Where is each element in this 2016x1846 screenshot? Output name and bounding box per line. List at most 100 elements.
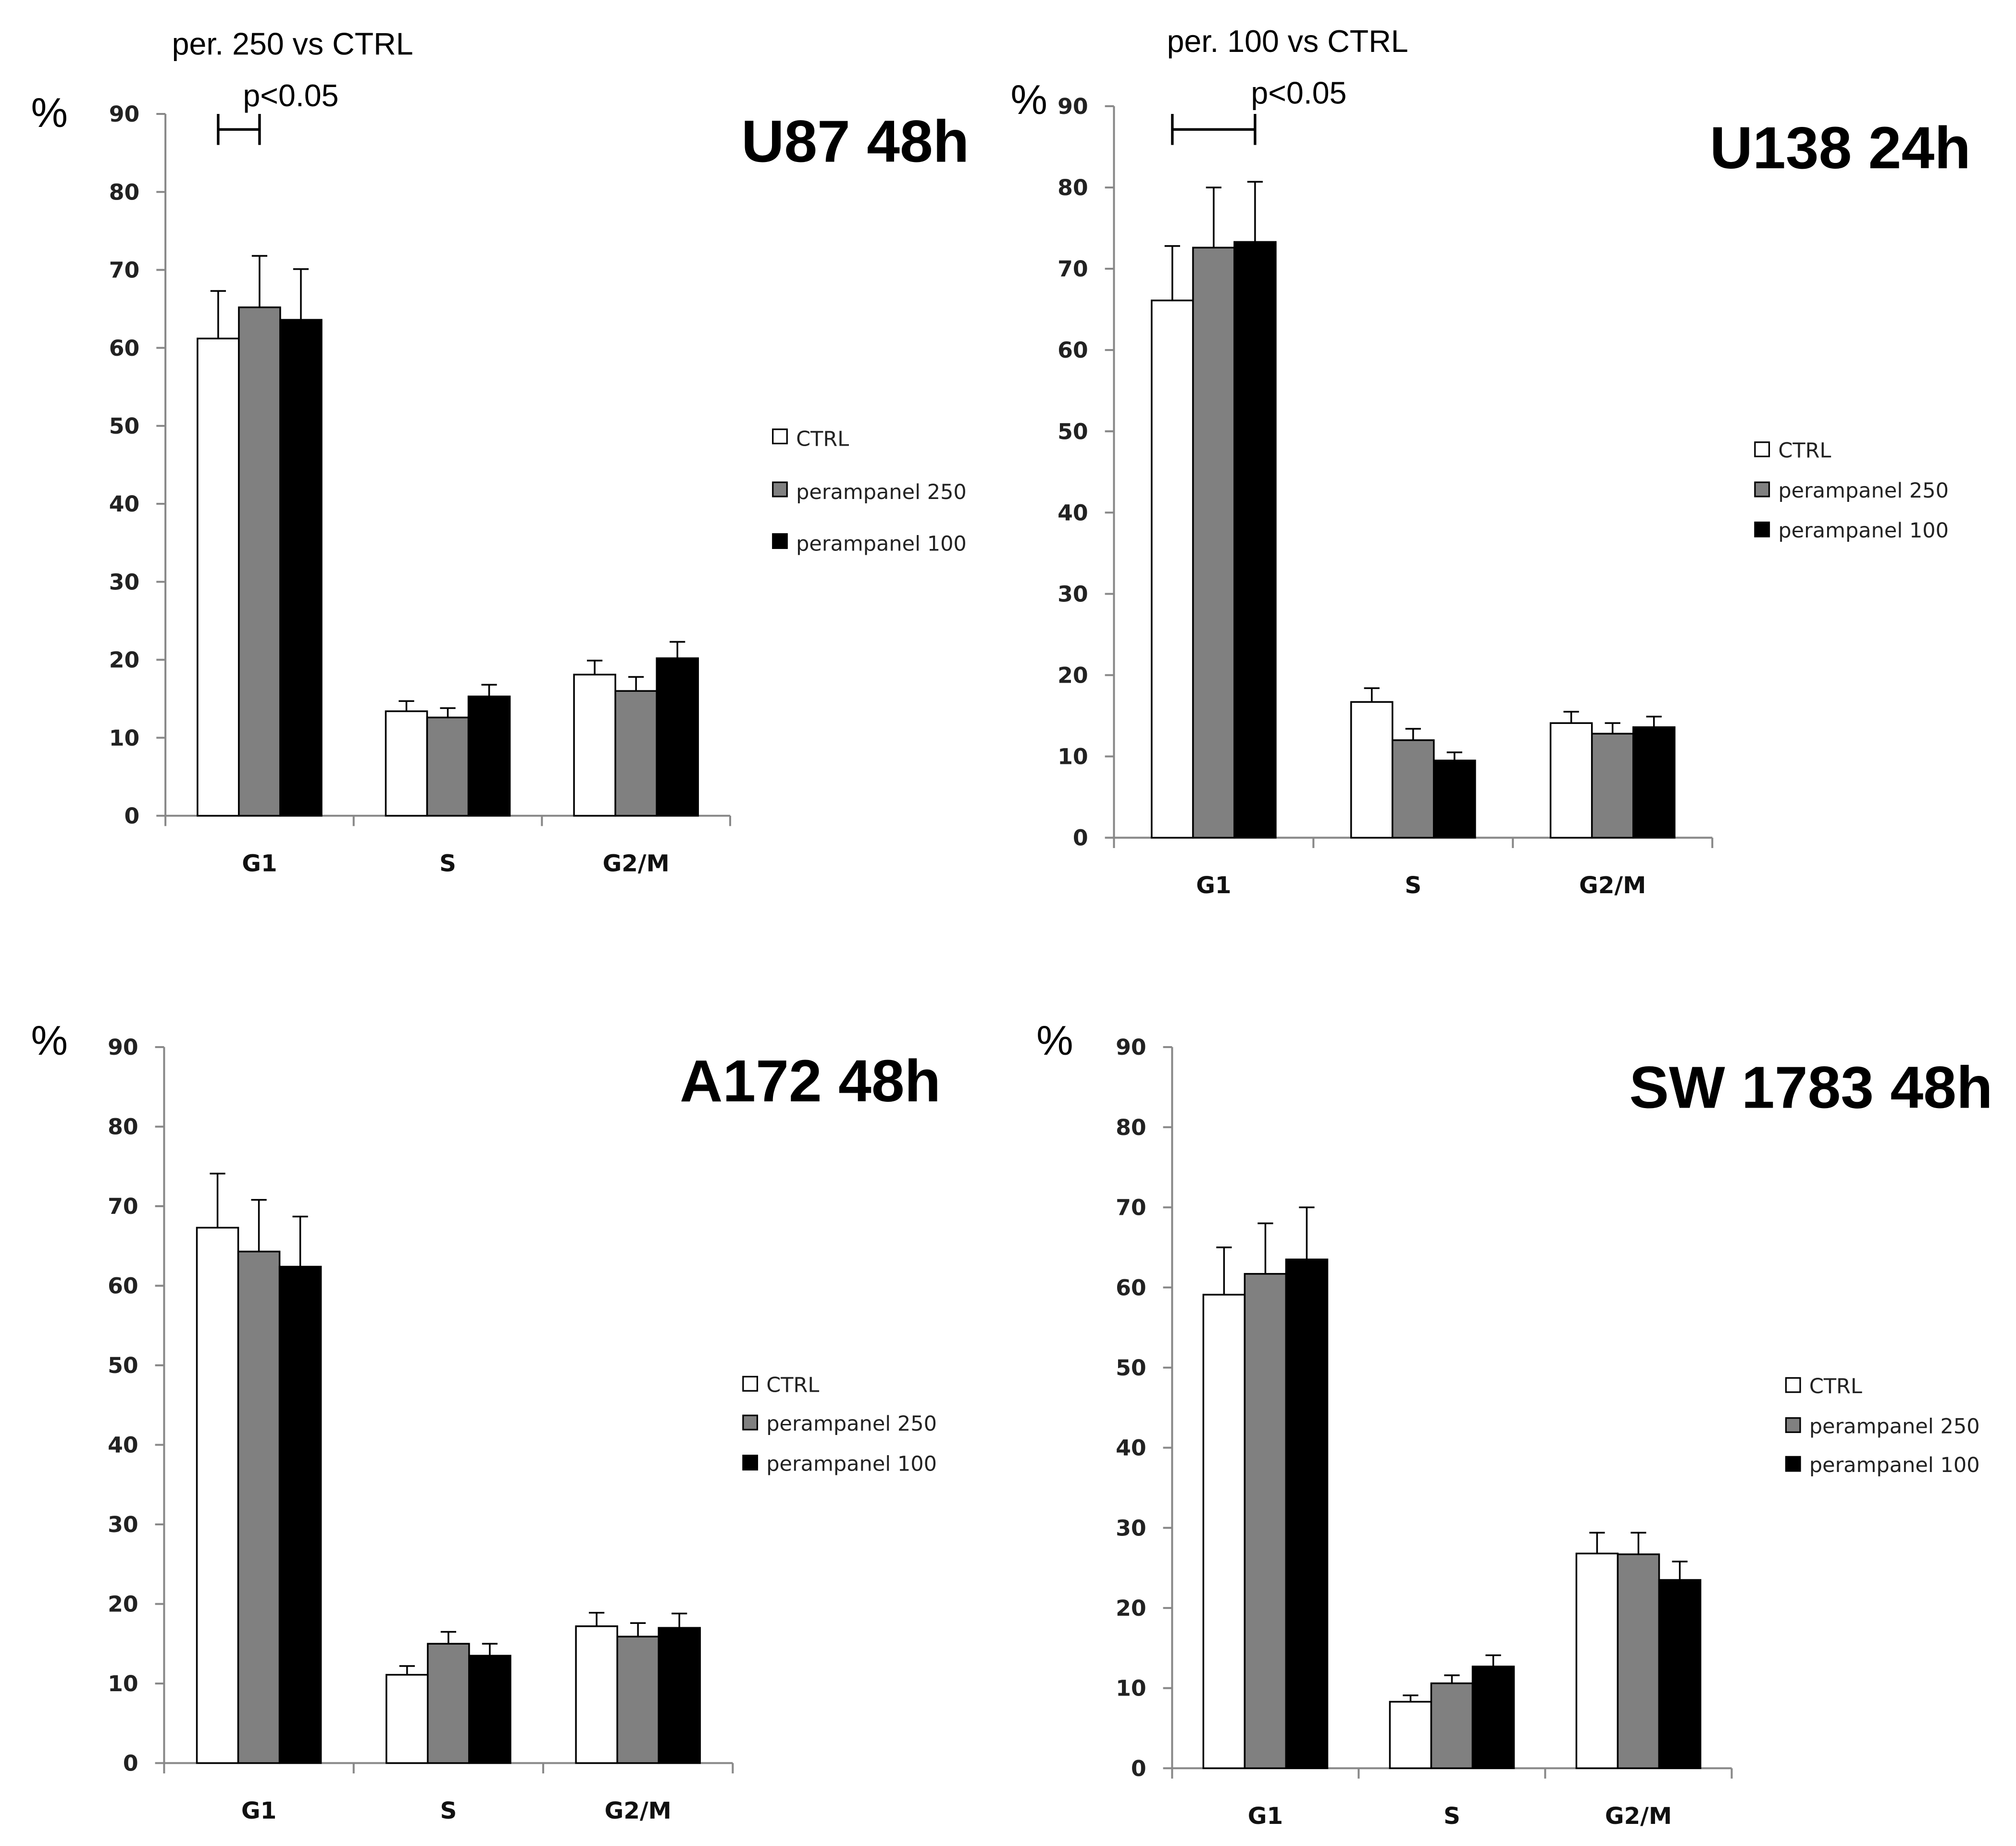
y-axis-label: %	[1036, 1018, 1073, 1064]
y-tick-label: 40	[1058, 500, 1088, 525]
significance-label: p<0.05	[243, 78, 338, 113]
y-tick-label: 60	[109, 336, 140, 361]
y-tick-label: 50	[1058, 419, 1088, 444]
chart-panel: 0 10 20 30 40 50 60 70 80 90 G1 S G2/M% SW 1783 48h CT…	[1036, 1018, 1992, 1830]
y-tick-label: 90	[108, 1035, 138, 1060]
bar	[1389, 1701, 1432, 1770]
bar	[279, 319, 323, 817]
bar	[1471, 1665, 1515, 1770]
legend-label: perampanel 250	[766, 1412, 937, 1436]
bar	[573, 674, 616, 817]
legend-swatch	[742, 1455, 759, 1471]
y-tick-label: 90	[1116, 1035, 1146, 1060]
y-tick-label: 80	[109, 179, 140, 205]
y-tick-label: 40	[108, 1433, 138, 1458]
chart-title: U138 24h	[1710, 115, 1971, 181]
y-axis-label: %	[31, 90, 68, 136]
y-tick-label: 80	[1058, 175, 1088, 200]
bar	[1591, 733, 1634, 839]
x-tick-label: S	[439, 850, 456, 877]
x-tick-label: G1	[1248, 1803, 1283, 1830]
y-tick-label: 70	[1116, 1195, 1146, 1221]
x-tick-label: G1	[242, 850, 277, 877]
y-axis-label: %	[1010, 77, 1047, 123]
bar	[1658, 1579, 1702, 1770]
y-tick-label: 80	[1116, 1115, 1146, 1140]
bar	[658, 1627, 701, 1764]
bar	[427, 1643, 470, 1764]
y-tick-label: 50	[1116, 1355, 1146, 1381]
legend-swatch	[1785, 1377, 1801, 1393]
chart-panel: 0 10 20 30 40 50 60 70 80 90 G1 S G2/M% U87 48h CTRL pe…	[31, 26, 970, 877]
legend-label: perampanel 250	[1809, 1414, 1980, 1438]
comparison-label: per. 100 vs CTRL	[1167, 24, 1408, 59]
x-tick-label: G2/M	[1579, 872, 1646, 899]
bar	[238, 306, 281, 817]
bar	[386, 1674, 429, 1764]
bar	[468, 1655, 511, 1764]
chart-title: A172 48h	[680, 1048, 941, 1114]
legend-label: perampanel 100	[766, 1452, 937, 1476]
y-tick-label: 60	[1058, 337, 1088, 363]
y-tick-label: 10	[1058, 744, 1088, 770]
bar	[1233, 241, 1277, 839]
legend-label: perampanel 100	[796, 532, 967, 556]
bar	[1285, 1259, 1329, 1770]
bar	[1192, 247, 1235, 839]
legend-swatch	[772, 533, 788, 549]
y-tick-label: 20	[108, 1592, 138, 1617]
y-tick-label: 70	[1058, 256, 1088, 282]
bar	[656, 657, 699, 817]
y-tick-label: 10	[109, 725, 140, 751]
chart-panel: 0 10 20 30 40 50 60 70 80 90 G1 S G2/M% U138 24h CTRL p…	[1010, 24, 1971, 899]
y-tick-label: 30	[109, 569, 140, 595]
chart-panel: 0 10 20 30 40 50 60 70 80 90 G1 S G2/M% A172 48h CTRL p…	[31, 1018, 941, 1824]
y-tick-label: 70	[109, 258, 140, 283]
y-tick-label: 10	[108, 1671, 138, 1696]
comparison-label: per. 250 vs CTRL	[172, 26, 413, 61]
legend-swatch	[1785, 1456, 1801, 1472]
y-tick-label: 60	[108, 1273, 138, 1299]
y-tick-label: 20	[1058, 663, 1088, 688]
x-tick-label: S	[1444, 1803, 1460, 1830]
legend-swatch	[1754, 481, 1770, 498]
y-tick-label: 50	[109, 413, 140, 439]
y-axis-label: %	[31, 1018, 68, 1064]
y-tick-label: 40	[1116, 1435, 1146, 1461]
bar	[1151, 299, 1194, 839]
bar	[616, 1635, 660, 1764]
x-tick-label: G2/M	[603, 850, 670, 877]
bar	[1617, 1553, 1660, 1770]
y-tick-label: 90	[109, 101, 140, 127]
y-tick-label: 30	[1058, 581, 1088, 607]
y-tick-label: 20	[1116, 1596, 1146, 1621]
bar	[1392, 739, 1435, 839]
bar	[237, 1250, 281, 1764]
x-tick-label: G2/M	[605, 1797, 672, 1824]
legend-label: CTRL	[1778, 439, 1831, 463]
bar	[426, 716, 470, 817]
y-tick-label: 10	[1116, 1676, 1146, 1701]
y-tick-label: 0	[123, 1751, 138, 1776]
bar	[1433, 760, 1476, 839]
bar	[1202, 1294, 1246, 1770]
bar	[1632, 726, 1676, 839]
bar	[278, 1266, 322, 1764]
y-tick-label: 0	[1073, 825, 1088, 851]
chart-title: SW 1783 48h	[1630, 1054, 1993, 1121]
chart-title: U87 48h	[741, 108, 969, 175]
legend-label: perampanel 250	[1778, 479, 1949, 503]
legend-swatch	[742, 1414, 759, 1431]
y-tick-label: 30	[1116, 1515, 1146, 1541]
bar	[1575, 1552, 1619, 1770]
x-tick-label: G1	[1196, 872, 1231, 899]
legend-swatch	[1785, 1417, 1801, 1433]
y-tick-label: 20	[109, 648, 140, 673]
y-tick-label: 70	[108, 1194, 138, 1219]
bar	[467, 695, 511, 817]
y-tick-label: 50	[108, 1353, 138, 1378]
y-tick-label: 0	[1131, 1756, 1146, 1781]
legend-swatch	[742, 1376, 759, 1392]
bar	[196, 1227, 239, 1764]
